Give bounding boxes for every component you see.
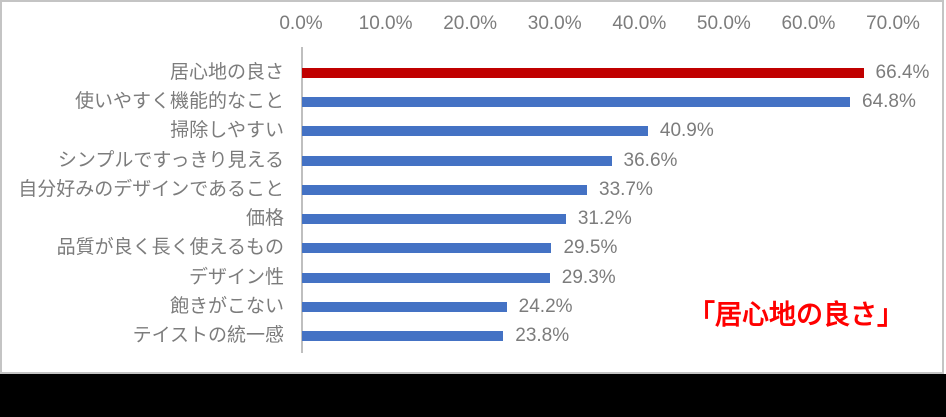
value-label: 29.5%	[563, 237, 618, 259]
bar	[302, 184, 587, 195]
value-label: 29.3%	[561, 266, 616, 288]
x-axis-tick: 70.0%	[866, 13, 920, 34]
value-label: 31.2%	[577, 208, 632, 230]
value-label: 23.8%	[515, 324, 570, 346]
bar-chart: 0.0% 10.0% 20.0% 30.0% 40.0% 50.0% 60.0% 70.0% …	[2, 2, 946, 374]
category-label: 価格	[245, 208, 284, 230]
category-label: 自分好みのデザインであること	[18, 178, 284, 200]
value-label: 36.6%	[623, 149, 678, 171]
value-label: 40.9%	[659, 120, 714, 142]
category-label: テイストの統一感	[132, 324, 284, 346]
x-axis-tick: 60.0%	[781, 13, 836, 34]
x-axis-tick: 40.0%	[612, 13, 667, 34]
category-label: 掃除しやすい	[170, 120, 284, 142]
bar	[302, 214, 566, 225]
category-axis-line	[301, 47, 303, 353]
category-label: シンプルですっきり見える	[57, 149, 284, 171]
value-label: 33.7%	[599, 178, 653, 200]
x-axis-tick: 30.0%	[527, 13, 582, 34]
value-label: 64.8%	[862, 91, 916, 113]
value-label: 66.4%	[875, 62, 930, 83]
highlight-annotation: 「居心地の良さ」	[688, 300, 904, 330]
bar	[302, 243, 552, 254]
category-label: 品質が良く長く使えるもの	[56, 237, 284, 259]
bar	[302, 301, 507, 312]
x-axis-tick: 0.0%	[279, 13, 323, 34]
bottom-black-band	[0, 374, 946, 417]
bar	[302, 126, 648, 137]
category-label: 使いやすく機能的なこと	[74, 91, 284, 113]
bar	[302, 330, 504, 341]
category-label: デザイン性	[188, 266, 284, 288]
bar	[302, 272, 550, 283]
category-label: 飽きがこない	[169, 295, 284, 317]
value-label: 24.2%	[518, 295, 573, 317]
bar	[302, 97, 851, 108]
bar-highlight	[302, 68, 864, 78]
category-label: 居心地の良さ	[169, 62, 284, 83]
bar	[302, 155, 612, 166]
x-axis-tick: 50.0%	[696, 13, 751, 34]
x-axis-tick: 10.0%	[358, 13, 413, 34]
x-axis-tick: 20.0%	[443, 13, 498, 34]
slide-frame: 0.0% 10.0% 20.0% 30.0% 40.0% 50.0% 60.0% 70.0% …	[0, 0, 944, 374]
